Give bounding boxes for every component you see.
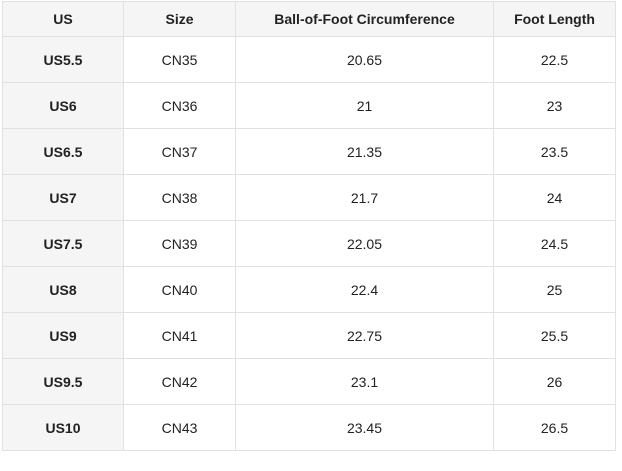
- cell-us: US6: [2, 82, 124, 129]
- cell-foot-length: 23.5: [493, 128, 616, 175]
- cell-size: CN39: [123, 220, 236, 267]
- table-row: US7 CN38 21.7 24: [2, 174, 616, 221]
- cell-size: CN40: [123, 266, 236, 313]
- cell-us: US5.5: [2, 36, 124, 83]
- shoe-size-table: US Size Ball-of-Foot Circumference Foot …: [2, 1, 616, 451]
- cell-circumference: 21.35: [235, 128, 494, 175]
- cell-size: CN37: [123, 128, 236, 175]
- cell-foot-length: 26.5: [493, 404, 616, 451]
- table-row: US7.5 CN39 22.05 24.5: [2, 220, 616, 267]
- cell-us: US8: [2, 266, 124, 313]
- table-row: US6 CN36 21 23: [2, 82, 616, 129]
- cell-circumference: 21: [235, 82, 494, 129]
- cell-circumference: 22.05: [235, 220, 494, 267]
- cell-us: US6.5: [2, 128, 124, 175]
- cell-foot-length: 24: [493, 174, 616, 221]
- header-circumference: Ball-of-Foot Circumference: [235, 1, 494, 37]
- cell-size: CN35: [123, 36, 236, 83]
- cell-size: CN38: [123, 174, 236, 221]
- cell-circumference: 23.45: [235, 404, 494, 451]
- cell-circumference: 20.65: [235, 36, 494, 83]
- cell-size: CN43: [123, 404, 236, 451]
- cell-foot-length: 24.5: [493, 220, 616, 267]
- cell-circumference: 22.4: [235, 266, 494, 313]
- cell-foot-length: 25: [493, 266, 616, 313]
- cell-circumference: 23.1: [235, 358, 494, 405]
- cell-circumference: 22.75: [235, 312, 494, 359]
- table-row: US9.5 CN42 23.1 26: [2, 358, 616, 405]
- table-row: US9 CN41 22.75 25.5: [2, 312, 616, 359]
- cell-size: CN36: [123, 82, 236, 129]
- cell-us: US7: [2, 174, 124, 221]
- table-header: US Size Ball-of-Foot Circumference Foot …: [2, 1, 616, 37]
- cell-foot-length: 25.5: [493, 312, 616, 359]
- table-body: US5.5 CN35 20.65 22.5 US6 CN36 21 23 US6…: [2, 36, 616, 451]
- cell-us: US9.5: [2, 358, 124, 405]
- cell-foot-length: 22.5: [493, 36, 616, 83]
- cell-us: US7.5: [2, 220, 124, 267]
- header-size: Size: [123, 1, 236, 37]
- header-foot-length: Foot Length: [493, 1, 616, 37]
- cell-foot-length: 23: [493, 82, 616, 129]
- table-row: US5.5 CN35 20.65 22.5: [2, 36, 616, 83]
- table-row: US6.5 CN37 21.35 23.5: [2, 128, 616, 175]
- header-us: US: [2, 1, 124, 37]
- cell-circumference: 21.7: [235, 174, 494, 221]
- cell-size: CN42: [123, 358, 236, 405]
- table-row: US10 CN43 23.45 26.5: [2, 404, 616, 451]
- cell-us: US9: [2, 312, 124, 359]
- table-row: US8 CN40 22.4 25: [2, 266, 616, 313]
- header-row: US Size Ball-of-Foot Circumference Foot …: [2, 1, 616, 37]
- cell-us: US10: [2, 404, 124, 451]
- cell-foot-length: 26: [493, 358, 616, 405]
- cell-size: CN41: [123, 312, 236, 359]
